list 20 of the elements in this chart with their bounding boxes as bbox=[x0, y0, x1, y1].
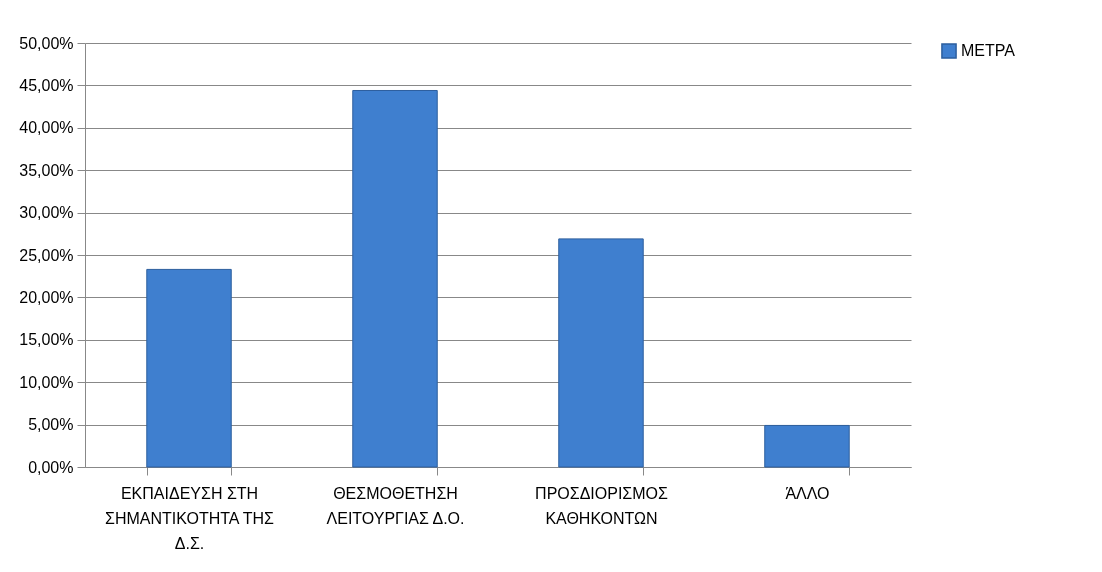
y-tick-label: 25,00% bbox=[19, 246, 74, 264]
y-tick-label: 45,00% bbox=[19, 76, 74, 94]
x-tick-label: ΠΡΟΣΔΙΟΡΙΣΜΟΣ ΚΑΘΗΚΟΝΤΩΝ bbox=[535, 484, 669, 527]
y-tick-label: 15,00% bbox=[19, 331, 74, 349]
y-tick-label: 40,00% bbox=[19, 119, 74, 137]
y-tick-label: 50,00% bbox=[19, 34, 74, 52]
y-tick-label: 35,00% bbox=[19, 161, 74, 179]
bar bbox=[558, 238, 644, 468]
x-tick-label: ΕΚΠΑΙΔΕΥΣΗ ΣΤΗ ΣΗΜΑΝΤΙΚΟΤΗΤΑ ΤΗΣ Δ.Σ. bbox=[105, 484, 275, 552]
y-tick-label: 10,00% bbox=[19, 373, 74, 391]
y-tick-label: 20,00% bbox=[19, 288, 74, 306]
x-tick-label: ΘΕΣΜΟΘΕΤΗΣΗ ΛΕΙΤΟΥΡΓΙΑΣ Δ.Ο. bbox=[326, 484, 465, 527]
y-tick-label: 5,00% bbox=[28, 416, 74, 434]
bar bbox=[146, 268, 232, 468]
bar bbox=[764, 424, 850, 468]
x-tick-label: ΆΛΛΟ bbox=[785, 484, 830, 502]
bar bbox=[352, 89, 438, 468]
y-tick-label: 30,00% bbox=[19, 204, 74, 222]
legend-label: ΜΕΤΡΑ bbox=[961, 42, 1016, 59]
y-tick-label: 0,00% bbox=[28, 458, 74, 476]
